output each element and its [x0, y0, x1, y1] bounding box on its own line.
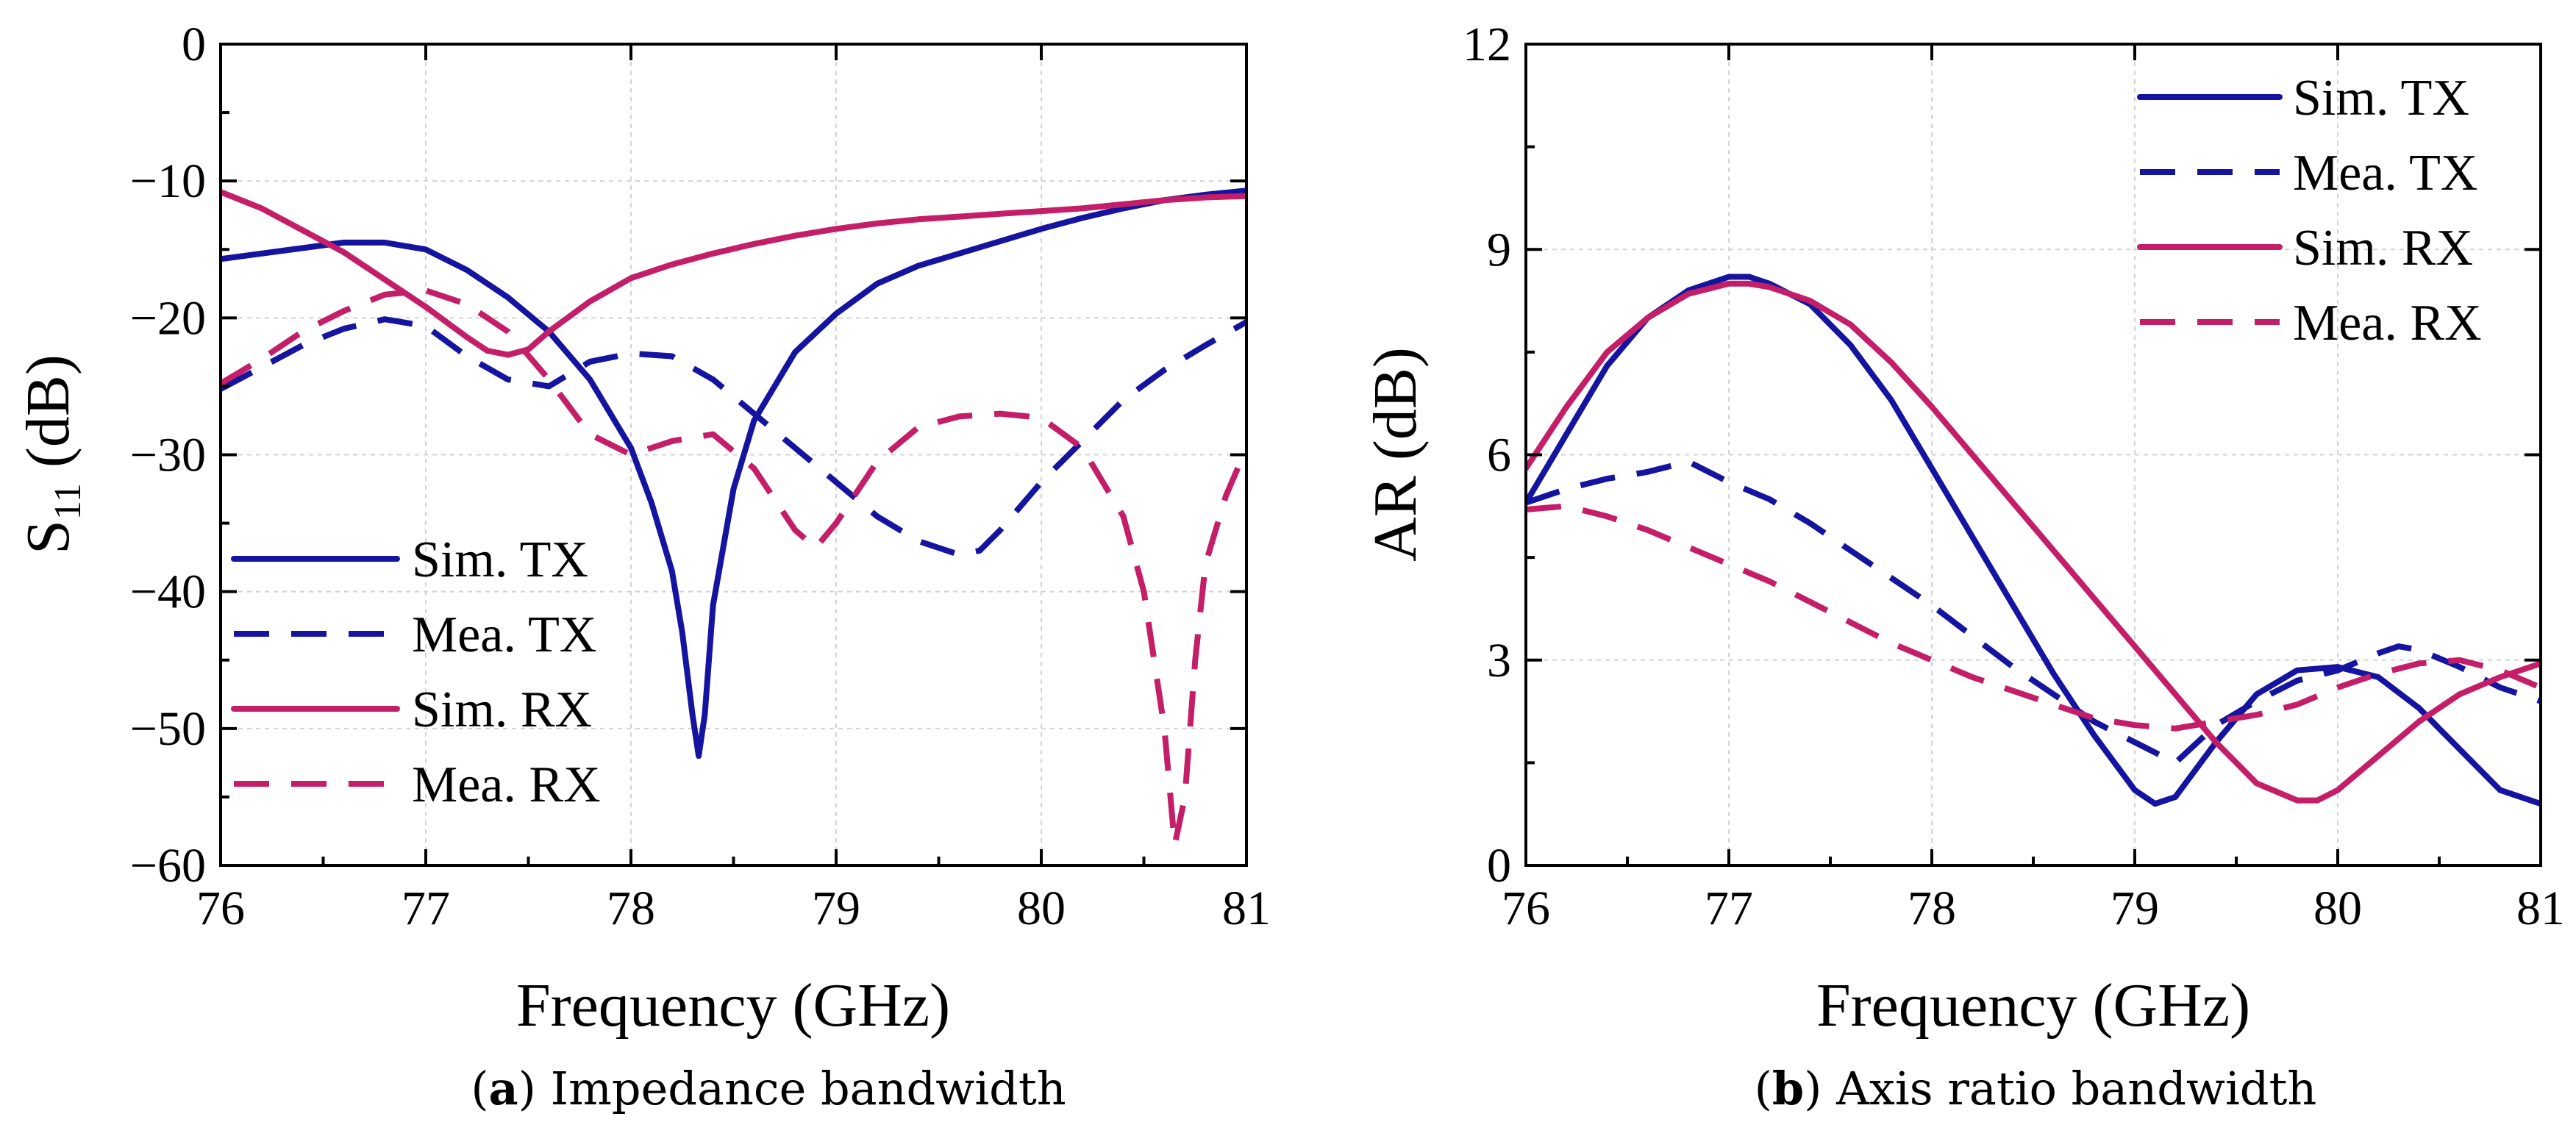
panel-a-y-axis-title: S11 (dB) — [14, 354, 89, 554]
panel-b-x-tick-label: 80 — [2313, 882, 2362, 935]
panel-b-y-tick-label: 0 — [1487, 839, 1511, 893]
panel-b-legend-label-sim-rx: Sim. RX — [2293, 220, 2473, 276]
panel-a-series-mea-tx — [221, 316, 1246, 558]
panel-a-y-tick-label: −10 — [130, 154, 206, 208]
panel-b-series-mea-tx — [1526, 458, 2541, 766]
panel-a-y-tick-label: −50 — [130, 702, 206, 756]
panel-b-y-axis-title: AR (dB) — [1361, 347, 1430, 562]
panel-a-legend-label-mea-rx: Mea. RX — [412, 757, 601, 813]
panel-b-legend-label-mea-tx: Mea. TX — [2293, 145, 2477, 201]
panel-b-series-sim-tx — [1526, 274, 2541, 807]
panel-b-y-tick-labels: 0 3 6 9 12 — [1463, 18, 1511, 893]
panel-b-x-tick-label: 81 — [2516, 882, 2565, 935]
panel-a-y-axis-title-main: S — [14, 520, 82, 554]
panel-a-y-tick-label: −40 — [130, 565, 206, 619]
panel-b-ticks — [1524, 43, 2542, 867]
panel-a-x-tick-label: 78 — [607, 882, 655, 935]
panel-a-gridlines — [221, 44, 1246, 865]
panel-b-legend-label-sim-tx: Sim. TX — [2293, 70, 2469, 126]
panel-b-legend-label-mea-rx: Mea. RX — [2293, 295, 2482, 351]
panel-a-impedance-chart: 0 −10 −20 −30 −40 −50 −60 76 77 78 79 80 81 Frequen… — [14, 18, 1271, 1115]
panel-b-axis-ratio-chart: 0 3 6 9 12 76 77 78 79 80 81 Frequency (GHz) AR (… — [1361, 18, 2565, 1115]
panel-b-x-tick-labels: 76 77 78 79 80 81 — [1502, 882, 2565, 935]
panel-b-series-mea-rx — [1526, 503, 2541, 732]
panel-a-x-axis-title: Frequency (GHz) — [516, 971, 950, 1040]
panel-a-caption-letter: a — [489, 1062, 518, 1115]
panel-b-x-tick-label: 77 — [1705, 882, 1753, 935]
panel-b-gridlines — [1526, 44, 2541, 865]
panel-a-x-tick-label: 76 — [196, 882, 245, 935]
panel-a-legend-label-sim-rx: Sim. RX — [412, 682, 592, 738]
panel-a-y-tick-label: −30 — [130, 429, 206, 482]
panel-a-x-tick-label: 80 — [1017, 882, 1066, 935]
panel-a-legend-label-mea-tx: Mea. TX — [412, 607, 596, 663]
panel-a-legend-label-sim-tx: Sim. TX — [412, 532, 588, 588]
panel-b-y-tick-label: 9 — [1487, 223, 1511, 276]
panel-a-x-tick-labels: 76 77 78 79 80 81 — [196, 882, 1271, 935]
panel-b-y-tick-label: 3 — [1487, 634, 1511, 687]
panel-a-caption-text: Impedance bandwidth — [551, 1062, 1066, 1115]
panel-a-series-mea-rx — [221, 287, 1246, 848]
panel-b-series-sim-rx — [1526, 280, 2541, 804]
panel-a-x-tick-label: 79 — [812, 882, 860, 935]
panel-a-y-axis-title-subscript: 11 — [47, 483, 89, 520]
panel-b-series-group — [1526, 274, 2541, 807]
panel-b-y-tick-label: 6 — [1487, 429, 1511, 482]
panel-a-y-tick-label: −20 — [130, 291, 206, 345]
panel-a-caption: (a) Impedance bandwidth — [471, 1062, 1066, 1115]
panel-a-y-tick-labels: 0 −10 −20 −30 −40 −50 −60 — [130, 18, 206, 893]
panel-a-y-axis-title-unit: (dB) — [14, 354, 82, 468]
panel-b-caption: (b) Axis ratio bandwidth — [1755, 1062, 2317, 1115]
panel-a-series-sim-rx — [221, 189, 1246, 358]
panel-b-x-tick-label: 76 — [1502, 882, 1550, 935]
panel-b-x-tick-label: 78 — [1908, 882, 1956, 935]
panel-a-y-tick-label: −60 — [130, 839, 206, 893]
panel-b-legend: Sim. TX Mea. TX Sim. RX Mea. RX — [2137, 70, 2482, 351]
panel-b-x-axis-title: Frequency (GHz) — [1816, 971, 2250, 1040]
panel-a-y-tick-label: 0 — [182, 18, 206, 71]
panel-b-caption-text: Axis ratio bandwidth — [1835, 1062, 2316, 1115]
panel-a-x-tick-label: 81 — [1222, 882, 1271, 935]
panel-a-ticks — [219, 43, 1248, 867]
panel-b-y-tick-label: 12 — [1463, 18, 1511, 71]
panel-b-caption-letter: b — [1772, 1062, 1804, 1115]
panel-a-legend: Sim. TX Mea. TX Sim. RX Mea. RX — [231, 532, 601, 813]
panel-a-series-sim-tx — [221, 187, 1246, 760]
panel-a-series-group — [221, 187, 1246, 848]
panel-a-y-axis-title-unit-space — [14, 468, 82, 483]
panel-b-x-tick-label: 79 — [2111, 882, 2159, 935]
panel-a-x-tick-label: 77 — [402, 882, 450, 935]
